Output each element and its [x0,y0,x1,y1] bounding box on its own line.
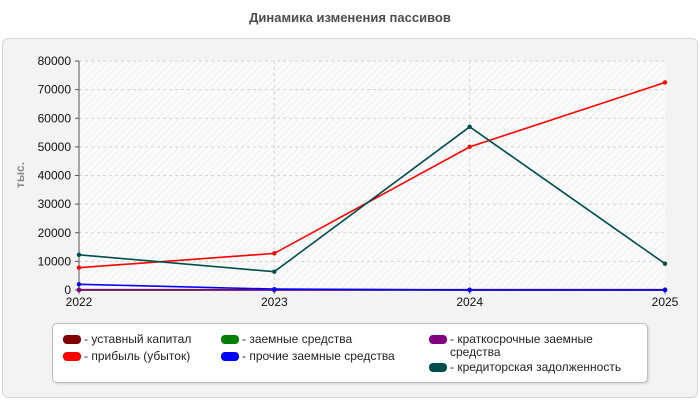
legend: - уставный капитал - прибыль (убыток) - … [52,323,648,383]
y-tick-label: 50000 [38,140,72,154]
tick-labels: 0 10000 20000 30000 40000 50000 60000 70000 8000… [38,54,679,309]
y-tick-label: 70000 [38,83,72,97]
series-line [78,283,665,291]
legend-swatch [221,352,239,361]
data-point [662,261,668,266]
y-tick-label: 0 [64,283,71,297]
legend-swatch [429,363,447,372]
data-point [662,80,668,85]
y-tick-label: 30000 [38,197,72,211]
y-tick-label: 80000 [38,54,72,68]
x-tick-label: 2023 [261,295,288,309]
chart-title: Динамика изменения пассивов [249,10,451,25]
legend-item-charter-capital: - уставный капитал [63,333,191,346]
data-point [272,286,277,292]
data-point [467,144,472,150]
data-point [467,287,472,293]
legend-label: - заемные средства [242,332,353,346]
legend-item-borrowed-funds: - заемные средства [221,333,352,346]
legend-label: - прибыль (убыток) [84,349,191,363]
data-point [76,287,82,293]
legend-item-accounts-payable: - кредиторская задолженность [429,361,621,374]
data-point [467,124,472,130]
x-tick-label: 2024 [456,295,483,309]
legend-label: - уставный капитал [84,332,192,346]
series-line [78,125,666,273]
y-tick-label: 60000 [38,111,72,125]
legend-swatch [429,335,447,344]
legend-item-profit: - прибыль (убыток) [63,350,190,363]
data-point [272,251,277,256]
legend-label: - кредиторская задолженность [450,360,622,374]
legend-item-other-borrowed: - прочие заемные средства [221,350,395,363]
y-tick-label: 10000 [38,254,72,268]
legend-swatch [63,352,81,361]
legend-swatch [221,335,239,344]
grid-lines [79,60,665,290]
legend-label: - краткосрочные заемные средства [450,332,593,359]
x-tick-label: 2022 [66,295,93,309]
data-point [76,282,82,287]
legend-item-short-term-borrowed: - краткосрочные заемные средства [429,333,629,359]
y-tick-label: 20000 [38,226,72,240]
data-point [76,252,82,257]
series-lines [76,80,668,293]
legend-swatch [63,335,81,344]
data-point [76,265,82,270]
y-tick-label: 40000 [38,169,72,183]
legend-label: - прочие заемные средства [242,349,395,363]
x-tick-label: 2025 [652,295,679,309]
y-axis-label: тыс. [13,162,27,188]
data-point [662,287,668,293]
data-point [272,269,277,274]
